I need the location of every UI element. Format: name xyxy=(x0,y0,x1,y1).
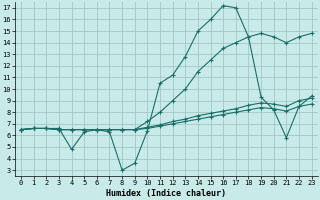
X-axis label: Humidex (Indice chaleur): Humidex (Indice chaleur) xyxy=(106,189,226,198)
